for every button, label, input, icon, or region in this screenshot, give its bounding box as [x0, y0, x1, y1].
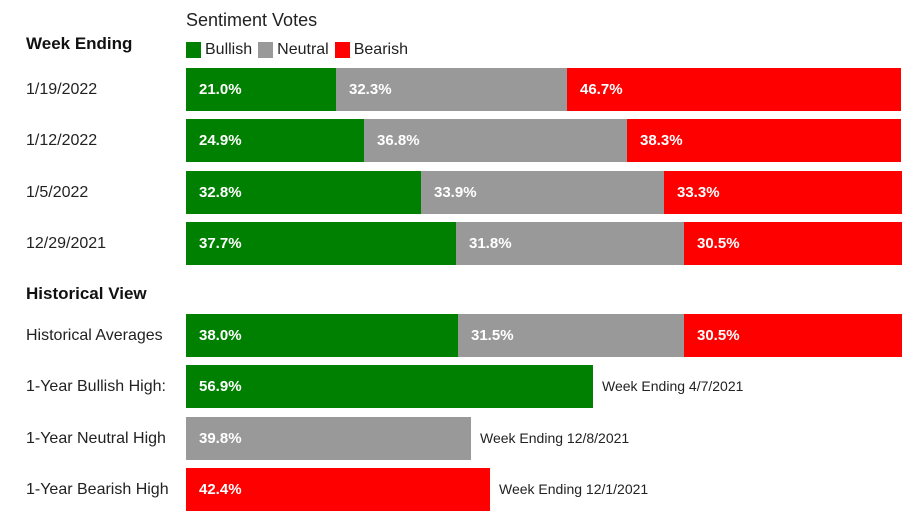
- bar-segment-bullish: 32.8%: [186, 171, 421, 214]
- bar-12-29-2021: 37.7% 31.8% 30.5%: [186, 222, 902, 265]
- bar-segment-bearish: 38.3%: [627, 119, 901, 162]
- data-label-bearish: 46.7%: [580, 81, 623, 98]
- row-label-12-29-2021: 12/29/2021: [26, 235, 107, 252]
- bar-segment-bullish: 37.7%: [186, 222, 456, 265]
- legend-label-neutral: Neutral: [277, 41, 329, 58]
- data-label-bearish: 33.3%: [677, 184, 720, 201]
- bar-historical-averages: 38.0% 31.5% 30.5%: [186, 314, 902, 357]
- week-ending-note: Week Ending 4/7/2021: [602, 378, 744, 394]
- data-label-neutral: 39.8%: [199, 430, 242, 447]
- data-label-bullish: 37.7%: [199, 235, 242, 252]
- bar-segment-bullish: 56.9%: [186, 365, 593, 408]
- data-label-neutral: 33.9%: [434, 184, 477, 201]
- legend-swatch-bullish: [186, 42, 201, 58]
- data-label-neutral: 31.5%: [471, 327, 514, 344]
- data-label-neutral: 32.3%: [349, 81, 392, 98]
- bar-segment-neutral: 31.8%: [456, 222, 684, 265]
- bar-1-19-2022: 21.0% 32.3% 46.7%: [186, 68, 901, 111]
- bar-segment-neutral: 31.5%: [458, 314, 684, 357]
- legend-label-bullish: Bullish: [205, 41, 253, 58]
- row-label-1-12-2022: 1/12/2022: [26, 132, 98, 149]
- bar-1-year-neutral-high: 39.8%: [186, 417, 471, 460]
- legend-item-bullish: Bullish: [186, 41, 252, 59]
- legend-swatch-neutral: [258, 42, 274, 58]
- data-label-bearish: 30.5%: [697, 235, 740, 252]
- row-label-1-year-neutral-high: 1-Year Neutral High: [26, 430, 166, 447]
- bar-segment-neutral: 33.9%: [421, 171, 664, 214]
- data-label-bullish: 24.9%: [199, 132, 242, 149]
- legend-title: Sentiment Votes: [186, 10, 318, 30]
- legend: Bullish Neutral Bearish: [186, 41, 414, 59]
- legend-swatch-bearish: [334, 42, 350, 58]
- bar-segment-bullish: 24.9%: [186, 119, 364, 162]
- bar-segment-bullish: 21.0%: [186, 68, 336, 111]
- bar-1-year-bullish-high: 56.9%: [186, 365, 593, 408]
- row-label-1-5-2022: 1/5/2022: [26, 184, 89, 201]
- legend-item-neutral: Neutral: [258, 41, 329, 59]
- bar-segment-neutral: 36.8%: [364, 119, 627, 162]
- bar-segment-bearish: 33.3%: [664, 171, 902, 214]
- data-label-bearish: 42.4%: [199, 481, 242, 498]
- row-label-1-year-bearish-high: 1-Year Bearish High: [26, 481, 169, 498]
- data-label-neutral: 31.8%: [469, 235, 512, 252]
- data-label-bullish: 32.8%: [199, 184, 242, 201]
- bar-1-5-2022: 32.8% 33.9% 33.3%: [186, 171, 902, 214]
- data-label-bullish: 56.9%: [199, 378, 242, 395]
- data-label-neutral: 36.8%: [377, 132, 420, 149]
- data-label-bearish: 30.5%: [697, 327, 740, 344]
- week-ending-note: Week Ending 12/8/2021: [480, 430, 630, 446]
- historical-view-heading: Historical View: [26, 284, 147, 303]
- bar-segment-bearish: 46.7%: [567, 68, 901, 111]
- legend-label-bearish: Bearish: [353, 41, 408, 58]
- bar-1-year-bearish-high: 42.4%: [186, 468, 490, 511]
- week-ending-heading: Week Ending: [26, 34, 133, 53]
- bar-segment-bearish: 42.4%: [186, 468, 490, 511]
- data-label-bullish: 21.0%: [199, 81, 242, 98]
- bar-segment-bearish: 30.5%: [684, 314, 902, 357]
- bar-segment-neutral: 32.3%: [336, 68, 567, 111]
- week-ending-note: Week Ending 12/1/2021: [499, 481, 649, 497]
- legend-item-bearish: Bearish: [334, 41, 408, 59]
- data-label-bearish: 38.3%: [640, 132, 683, 149]
- bar-segment-bearish: 30.5%: [684, 222, 902, 265]
- row-label-1-year-bullish-high: 1-Year Bullish High:: [26, 378, 166, 395]
- bar-segment-neutral: 39.8%: [186, 417, 471, 460]
- bar-segment-bullish: 38.0%: [186, 314, 458, 357]
- bar-1-12-2022: 24.9% 36.8% 38.3%: [186, 119, 901, 162]
- row-label-historical-averages: Historical Averages: [26, 327, 163, 344]
- data-label-bullish: 38.0%: [199, 327, 242, 344]
- row-label-1-19-2022: 1/19/2022: [26, 81, 98, 98]
